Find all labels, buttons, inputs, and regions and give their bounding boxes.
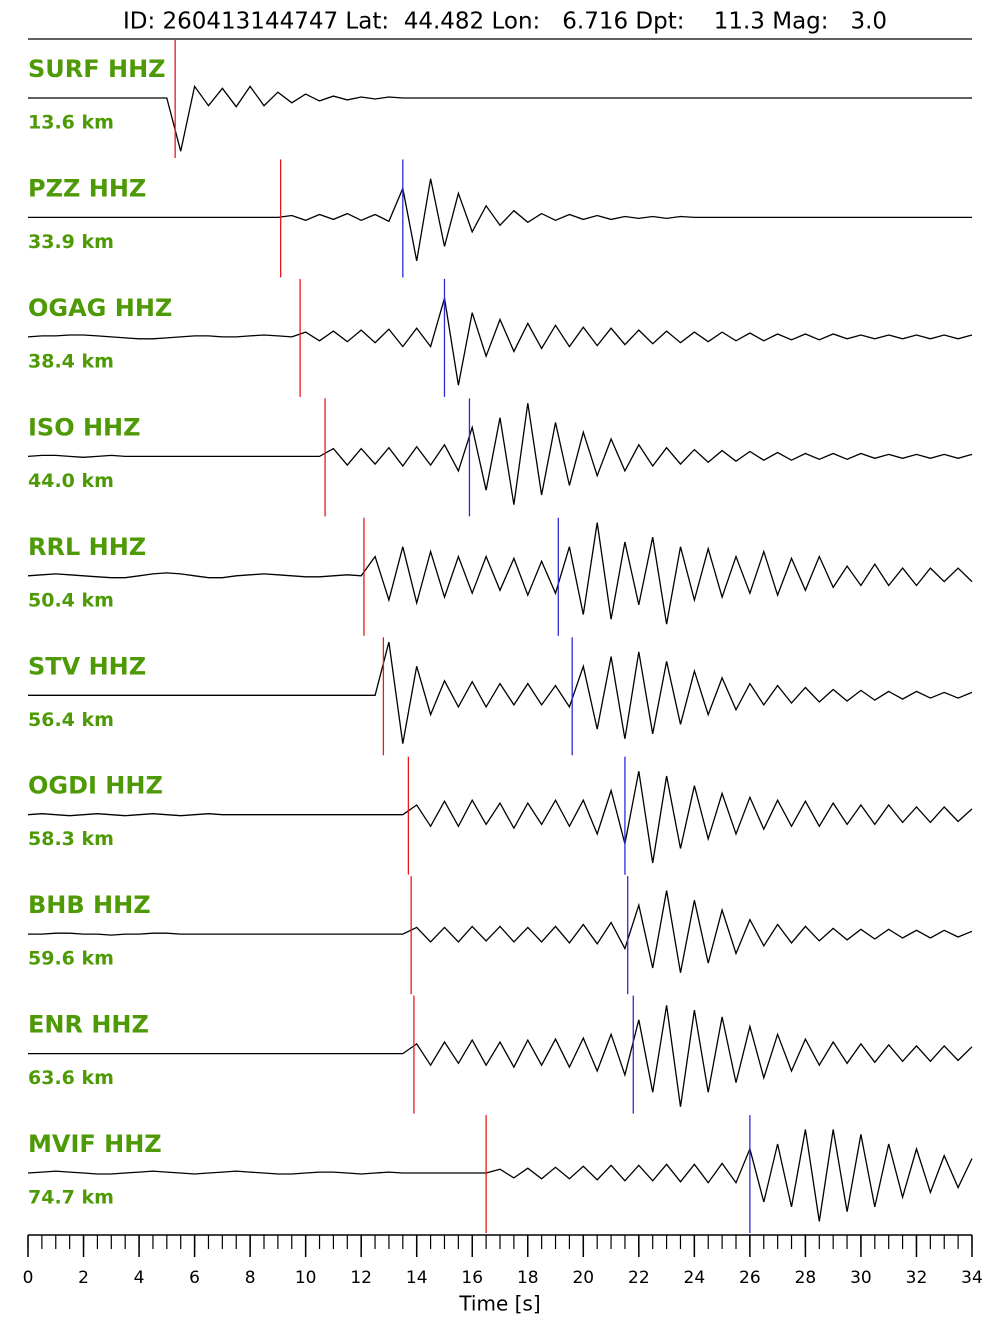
x-tick-label: 16 <box>461 1268 483 1288</box>
x-tick-label: 8 <box>245 1268 256 1288</box>
distance-label: 44.0 km <box>28 470 114 492</box>
x-tick-label: 30 <box>850 1268 872 1288</box>
waveform <box>28 890 973 973</box>
x-tick-label: 28 <box>795 1268 817 1288</box>
station-label: PZZ HHZ <box>28 174 146 202</box>
station-label: MVIF HHZ <box>28 1130 162 1158</box>
distance-label: 50.4 km <box>28 589 114 611</box>
waveform <box>28 178 972 262</box>
waveform <box>27 298 973 386</box>
x-tick-label: 10 <box>295 1268 317 1288</box>
distance-label: 63.6 km <box>28 1067 114 1089</box>
x-tick-label: 12 <box>350 1268 372 1288</box>
station-label: RRL HHZ <box>28 533 146 561</box>
x-tick-label: 18 <box>517 1268 539 1288</box>
distance-label: 58.3 km <box>28 828 114 850</box>
station-label: OGAG HHZ <box>28 294 172 322</box>
distance-label: 59.6 km <box>28 948 114 970</box>
distance-label: 74.7 km <box>28 1187 114 1209</box>
x-tick-label: 14 <box>406 1268 428 1288</box>
station-label: ENR HHZ <box>28 1011 149 1039</box>
distance-label: 13.6 km <box>28 112 114 134</box>
chart-title: ID: 260413144747 Lat: 44.482 Lon: 6.716 … <box>123 9 887 35</box>
waveform <box>27 1129 973 1222</box>
waveform <box>28 84 972 152</box>
x-tick-label: 32 <box>906 1268 928 1288</box>
station-label: SURF HHZ <box>28 55 166 83</box>
distance-label: 56.4 km <box>28 709 114 731</box>
x-tick-label: 24 <box>684 1268 706 1288</box>
x-tick-label: 4 <box>134 1268 145 1288</box>
x-tick-label: 2 <box>78 1268 89 1288</box>
waveform <box>27 403 973 505</box>
waveform <box>28 641 973 744</box>
station-label: STV HHZ <box>28 652 146 680</box>
x-tick-label: 22 <box>628 1268 650 1288</box>
station-label: OGDI HHZ <box>28 772 163 800</box>
x-tick-label: 26 <box>739 1268 761 1288</box>
distance-label: 38.4 km <box>28 350 114 372</box>
x-tick-label: 0 <box>23 1268 34 1288</box>
x-axis-label: Time [s] <box>458 1292 540 1316</box>
distance-label: 33.9 km <box>28 231 114 253</box>
x-tick-label: 34 <box>961 1268 983 1288</box>
x-tick-label: 6 <box>189 1268 200 1288</box>
waveform <box>27 771 973 864</box>
station-label: ISO HHZ <box>28 413 141 441</box>
station-label: BHB HHZ <box>28 891 151 919</box>
waveform <box>28 1005 973 1107</box>
x-tick-label: 20 <box>572 1268 594 1288</box>
waveform <box>27 522 973 625</box>
